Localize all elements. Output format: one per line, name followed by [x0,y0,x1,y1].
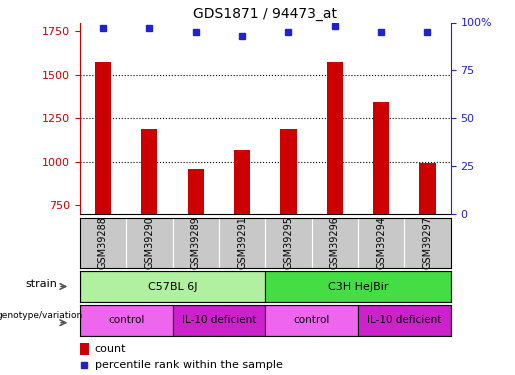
Bar [80,271,265,302]
Text: control: control [294,315,330,325]
Text: GSM39295: GSM39295 [283,216,294,269]
Bar [265,305,358,336]
Bar [265,271,451,302]
Bar [80,305,173,336]
Text: genotype/variation: genotype/variation [0,311,83,320]
Bar [373,102,389,214]
Title: GDS1871 / 94473_at: GDS1871 / 94473_at [193,8,337,21]
Text: GSM39288: GSM39288 [98,216,108,269]
Text: strain: strain [26,279,58,289]
Text: GSM39297: GSM39297 [422,216,433,269]
Bar [80,343,89,355]
Text: GSM39289: GSM39289 [191,216,201,269]
Bar [358,305,451,336]
Text: GSM39290: GSM39290 [144,216,154,269]
Text: GSM39291: GSM39291 [237,216,247,269]
Text: C57BL 6J: C57BL 6J [148,282,197,291]
Text: C3H HeJBir: C3H HeJBir [328,282,388,291]
Bar [419,164,436,214]
Text: IL-10 deficient: IL-10 deficient [367,315,441,325]
Text: percentile rank within the sample: percentile rank within the sample [95,360,283,370]
Bar [95,62,111,214]
Bar [280,129,297,214]
Bar [327,62,343,214]
Bar [187,168,204,214]
Bar [173,305,265,336]
Text: IL-10 deficient: IL-10 deficient [182,315,256,325]
Bar [234,150,250,214]
Text: GSM39294: GSM39294 [376,216,386,269]
Text: count: count [95,344,126,354]
Text: GSM39296: GSM39296 [330,216,340,269]
Bar [141,129,158,214]
Text: control: control [108,315,144,325]
